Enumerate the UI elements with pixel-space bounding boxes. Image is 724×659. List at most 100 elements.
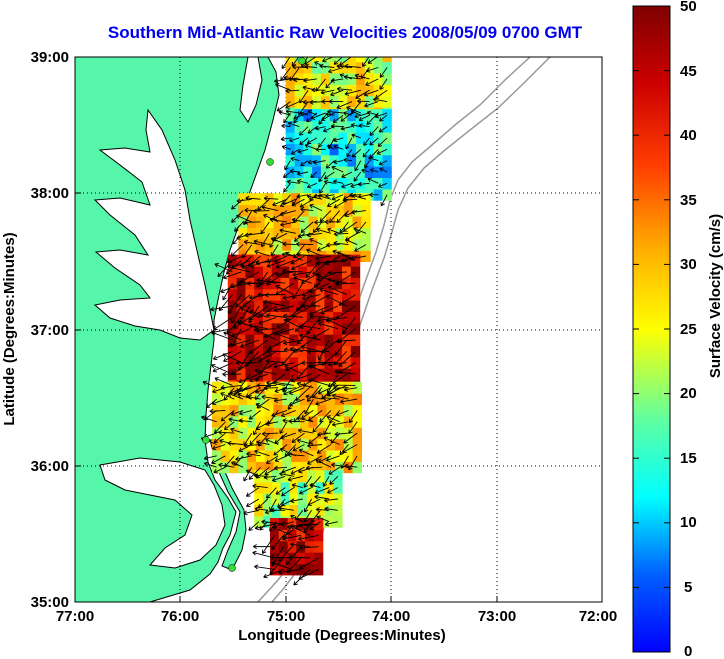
velocity-cell (352, 216, 362, 228)
station-marker (298, 57, 306, 65)
velocity-arrow (229, 387, 244, 395)
velocity-arrow (337, 328, 356, 343)
velocity-arrow (276, 316, 295, 329)
chesapeake-bay (93, 108, 215, 341)
velocity-arrow (255, 362, 269, 382)
velocity-arrow (248, 294, 268, 300)
station-marker (266, 158, 274, 166)
velocity-arrow (363, 89, 379, 97)
velocity-arrow (263, 385, 279, 391)
velocity-cell (303, 177, 313, 190)
velocity-arrow (245, 487, 260, 497)
velocity-cell (333, 504, 343, 517)
velocity-arrow (342, 444, 358, 454)
velocity-cell (247, 438, 257, 451)
velocity-arrow (286, 179, 300, 185)
velocity-arrow (227, 440, 244, 446)
velocity-arrow (327, 227, 340, 234)
velocity-arrow (274, 271, 295, 277)
velocity-arrow (279, 471, 295, 477)
velocity-arrow (323, 179, 335, 185)
velocity-arrow (248, 466, 261, 480)
velocity-cell (315, 481, 326, 494)
velocity-arrow (358, 114, 370, 122)
velocity-arrow (336, 210, 349, 224)
velocity-arrow (334, 339, 348, 356)
velocity-arrow (333, 351, 348, 366)
velocity-arrow (275, 328, 295, 336)
velocity-arrow (291, 198, 305, 207)
velocity-arrow (252, 483, 268, 489)
velocity-arrow (257, 198, 270, 211)
velocity-arrow (223, 421, 235, 431)
velocity-arrow (351, 133, 361, 139)
velocity-cell (326, 204, 336, 217)
velocity-arrow (299, 89, 309, 104)
velocity-arrow (256, 383, 277, 388)
velocity-arrow (312, 221, 323, 234)
velocity-arrow (377, 137, 388, 147)
map-area (75, 57, 602, 602)
velocity-arrow (340, 398, 358, 404)
velocity-arrow (345, 137, 353, 150)
velocity-arrow (340, 125, 353, 131)
velocity-arrow (279, 210, 296, 217)
velocity-arrow (331, 165, 344, 173)
velocity-arrow (279, 421, 288, 434)
velocity-arrow (323, 171, 335, 180)
velocity-cell (329, 57, 340, 63)
velocity-cell (364, 57, 375, 63)
velocity-arrow (369, 192, 379, 198)
station-marker (228, 564, 236, 572)
velocity-arrow (275, 282, 295, 295)
velocity-arrow (290, 542, 310, 548)
velocity-arrow (333, 198, 349, 209)
velocity-cell (303, 57, 313, 63)
velocity-arrow (249, 260, 268, 268)
velocity-arrow (310, 476, 321, 488)
velocity-arrow (292, 282, 304, 300)
y-tick-label: 36:00 (31, 458, 69, 475)
velocity-arrow (303, 510, 312, 523)
velocity-arrow (308, 305, 330, 316)
velocity-cell (271, 493, 282, 505)
velocity-arrow (318, 455, 332, 464)
velocity-arrow (326, 242, 340, 248)
velocity-arrow (261, 233, 270, 248)
velocity-arrow (303, 476, 312, 488)
velocity-arrow (259, 271, 277, 286)
colorbar-tick-label: 50 (680, 0, 697, 15)
velocity-arrow (284, 160, 291, 171)
velocity-arrow (278, 546, 293, 562)
velocity-arrow (263, 195, 279, 201)
velocity-arrow (292, 305, 312, 317)
velocity-arrow (254, 449, 270, 457)
velocity-arrow (293, 210, 305, 224)
velocity-arrow (339, 221, 349, 234)
velocity-arrow (324, 260, 347, 266)
velocity-arrow (285, 546, 302, 566)
velocity-arrow (316, 515, 330, 523)
colorbar-tick-label: 20 (680, 385, 697, 402)
velocity-arrow (293, 410, 305, 423)
velocity-arrow (301, 360, 321, 366)
velocity-arrow (235, 387, 252, 395)
velocity-arrow (324, 521, 338, 527)
velocity-arrow (272, 232, 288, 242)
velocity-arrow (262, 535, 276, 554)
velocity-cell (285, 120, 296, 133)
velocity-cell (287, 529, 297, 542)
velocity-arrow (349, 410, 358, 424)
velocity-arrow (314, 255, 331, 261)
velocity-arrow (299, 111, 309, 117)
velocity-arrow (234, 221, 244, 232)
velocity-cell (333, 288, 343, 301)
velocity-arrow (330, 77, 344, 83)
velocity-arrow (261, 431, 279, 437)
velocity-arrow (301, 410, 314, 419)
velocity-arrow (238, 418, 252, 424)
velocity-cell (264, 449, 275, 462)
velocity-cell (333, 481, 343, 494)
velocity-arrow (340, 455, 349, 469)
velocity-arrow (261, 519, 284, 525)
